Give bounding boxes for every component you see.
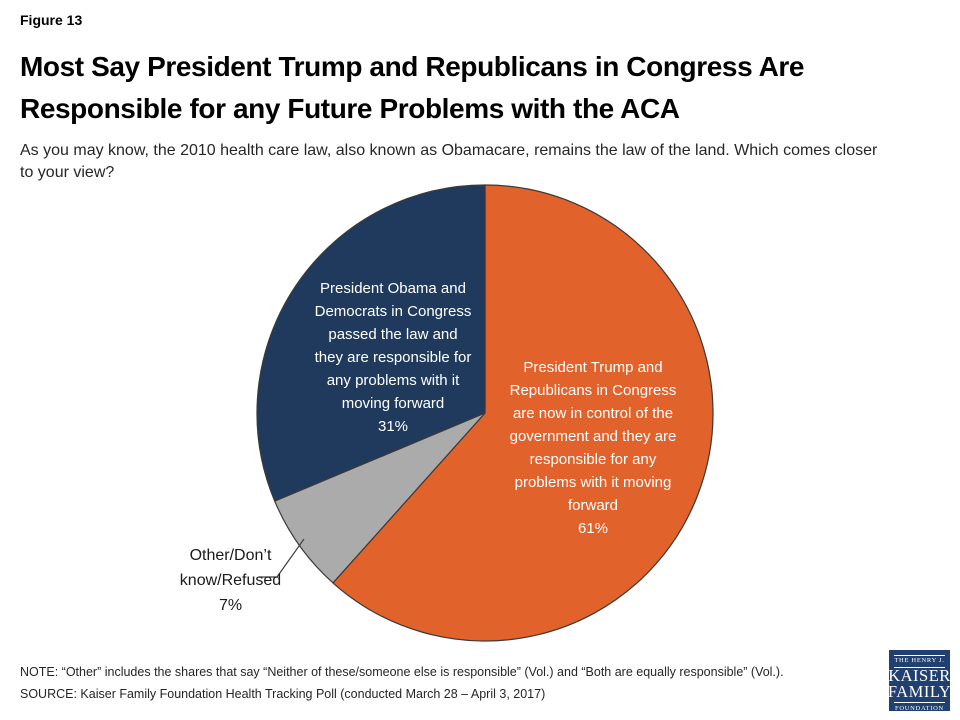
obama-slice-label: President Obama and Democrats in Congres… [314,280,472,435]
source-text: SOURCE: Kaiser Family Foundation Health … [20,687,546,701]
logo-line-family: FAMILY [887,682,952,702]
pie-slice-trump [332,184,714,642]
logo-line-the-henry-j: THE HENRY J. [894,655,945,668]
pie-slice-obama [256,184,486,502]
pie-slices-group [256,184,714,642]
other-slice-leader-line [259,538,305,578]
page-title: Most Say President Trump and Republicans… [20,51,805,124]
note-text: NOTE: “Other” includes the shares that s… [20,665,784,679]
kaiser-family-foundation-logo: THE HENRY J. KAISER FAMILY FOUNDATION [887,650,952,712]
logo-line-foundation: FOUNDATION [894,702,945,712]
logo-line-kaiser: KAISER [888,665,951,685]
survey-question-subtitle: As you may know, the 2010 health care la… [20,142,878,181]
trump-slice-label: President Trump and Republicans in Congr… [509,359,677,537]
figure-label: Figure 13 [20,12,83,28]
other-slice-label: Other/Don’t know/Refused 7% [179,547,282,614]
